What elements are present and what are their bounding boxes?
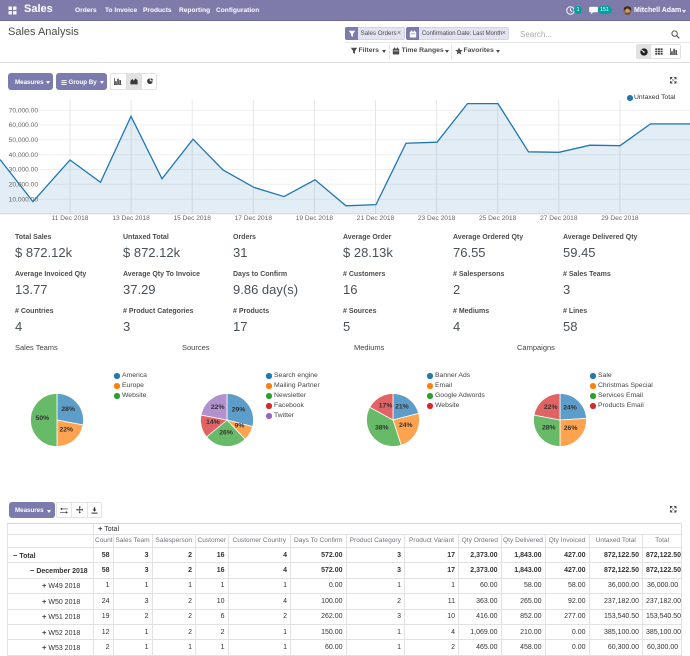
svg-text:20,000.00: 20,000.00 (9, 182, 39, 189)
svg-text:40,000.00: 40,000.00 (9, 152, 39, 159)
svg-text:24%: 24% (399, 422, 413, 429)
svg-text:13 Dec 2018: 13 Dec 2018 (112, 215, 150, 222)
svg-text:17 Dec 2018: 17 Dec 2018 (235, 215, 273, 222)
svg-text:29%: 29% (232, 406, 246, 413)
svg-text:24%: 24% (563, 405, 577, 412)
svg-text:25 Dec 2018: 25 Dec 2018 (479, 215, 517, 222)
svg-text:21%: 21% (395, 404, 409, 411)
svg-text:22%: 22% (544, 404, 558, 411)
svg-text:10,000.00: 10,000.00 (9, 196, 39, 203)
svg-text:38%: 38% (375, 425, 389, 432)
svg-text:70,000.00: 70,000.00 (9, 107, 39, 114)
svg-text:23 Dec 2018: 23 Dec 2018 (418, 215, 456, 222)
svg-text:26%: 26% (564, 425, 578, 432)
svg-text:9%: 9% (235, 423, 245, 430)
svg-text:28%: 28% (61, 406, 75, 413)
svg-text:28%: 28% (542, 425, 556, 432)
svg-text:17%: 17% (379, 403, 393, 410)
svg-text:50,000.00: 50,000.00 (9, 137, 39, 144)
svg-text:22%: 22% (59, 426, 73, 433)
svg-text:27 Dec 2018: 27 Dec 2018 (540, 215, 578, 222)
svg-text:19 Dec 2018: 19 Dec 2018 (296, 215, 334, 222)
svg-text:30,000.00: 30,000.00 (9, 167, 39, 174)
svg-text:21 Dec 2018: 21 Dec 2018 (357, 215, 395, 222)
svg-text:50%: 50% (36, 415, 50, 422)
svg-text:26%: 26% (219, 430, 233, 437)
svg-text:29 Dec 2018: 29 Dec 2018 (601, 215, 639, 222)
svg-text:14%: 14% (206, 419, 220, 426)
svg-text:60,000.00: 60,000.00 (9, 122, 39, 129)
svg-text:15 Dec 2018: 15 Dec 2018 (173, 215, 211, 222)
svg-text:11 Dec 2018: 11 Dec 2018 (52, 215, 89, 222)
svg-text:22%: 22% (211, 404, 225, 411)
